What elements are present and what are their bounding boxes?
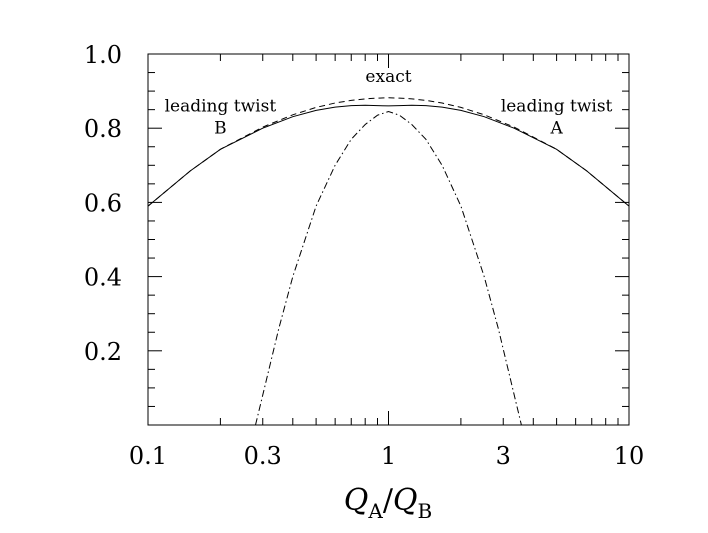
x-title-sub-a: A [367, 499, 383, 523]
y-tick-label: 0.8 [84, 115, 122, 143]
series-leading-twist-a-line [388, 104, 630, 207]
curves-layer [147, 97, 630, 426]
y-tick-label: 0.4 [84, 264, 122, 292]
x-title-q1: Q [344, 483, 369, 518]
x-tick-label: 1 [381, 442, 396, 470]
series-exact-line [147, 97, 630, 207]
annotation-leading-twist-b: B [214, 119, 227, 139]
y-tick-label: 0.6 [84, 189, 122, 217]
ticks-layer [147, 54, 630, 425]
x-title-sub-b: B [418, 499, 433, 523]
annotation-leading-twist-b: leading twist [165, 97, 277, 117]
series-dash-dot-line [255, 110, 522, 426]
y-tick-label: 1.0 [84, 41, 122, 69]
x-axis-title: QA/QB [344, 483, 432, 523]
x-tick-label: 3 [496, 442, 511, 470]
x-title-q2: Q [393, 483, 418, 518]
labels-layer: 0.1 0.3 1 3 10 0.2 0.4 0.6 0.8 1.0 exact leading tw… [84, 41, 644, 470]
x-tick-label: 0.3 [244, 442, 282, 470]
y-tick-label: 0.2 [84, 338, 122, 366]
x-title-slash: / [383, 483, 394, 518]
plot-frame [147, 53, 630, 426]
series-leading-twist-b-line [147, 104, 389, 207]
annotation-exact: exact [365, 67, 411, 87]
x-tick-label: 10 [614, 442, 645, 470]
annotation-leading-twist-a: A [549, 119, 563, 139]
x-tick-label: 0.1 [129, 442, 167, 470]
annotation-leading-twist-a: leading twist [501, 97, 613, 117]
